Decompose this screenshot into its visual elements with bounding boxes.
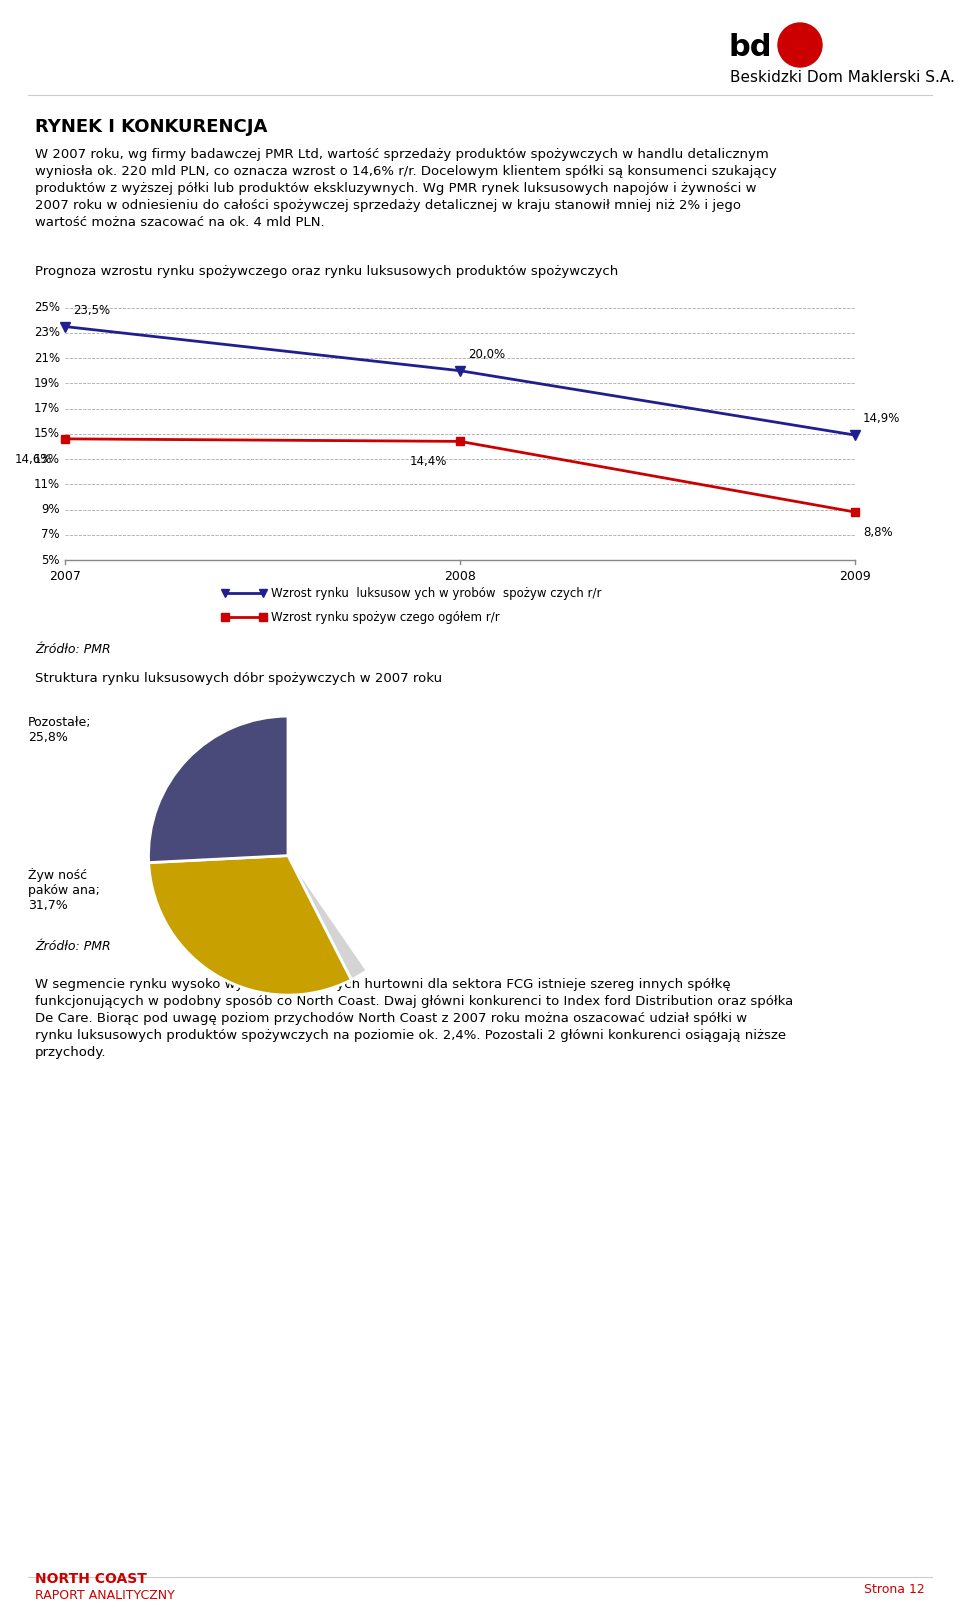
Text: 2008: 2008	[444, 569, 476, 582]
Text: wartość można szacować na ok. 4 mld PLN.: wartość można szacować na ok. 4 mld PLN.	[35, 216, 324, 229]
Text: 11%: 11%	[34, 478, 60, 491]
Text: 21%: 21%	[34, 352, 60, 365]
Text: Beskidzki Dom Maklerski S.A.: Beskidzki Dom Maklerski S.A.	[730, 70, 955, 86]
Text: Żyw ność
paków ana;
31,7%: Żyw ność paków ana; 31,7%	[28, 868, 100, 912]
Text: wyniosła ok. 220 mld PLN, co oznacza wzrost o 14,6% r/r. Docelowym klientem spół: wyniosła ok. 220 mld PLN, co oznacza wzr…	[35, 165, 777, 178]
Text: Pozostałe
napoje;
2,1%: Pozostałe napoje; 2,1%	[290, 848, 349, 892]
Text: 25%: 25%	[34, 302, 60, 315]
Text: NORTH COAST: NORTH COAST	[35, 1572, 147, 1586]
Text: Wzrost rynku spożyw czego ogółem r/r: Wzrost rynku spożyw czego ogółem r/r	[271, 610, 500, 623]
Text: RYNEK I KONKURENCJA: RYNEK I KONKURENCJA	[35, 118, 268, 136]
Text: RAPORT ANALITYCZNY: RAPORT ANALITYCZNY	[35, 1590, 175, 1603]
Text: 14,9%: 14,9%	[863, 412, 900, 425]
Text: m: m	[785, 34, 814, 62]
Text: przychody.: przychody.	[35, 1046, 107, 1059]
Text: 2007: 2007	[49, 569, 81, 582]
Text: rynku luksusowych produktów spożywczych na poziomie ok. 2,4%. Pozostali 2 główni: rynku luksusowych produktów spożywczych …	[35, 1028, 786, 1041]
Text: Wzrost rynku  luksusow ych w yrobów  spożyw czych r/r: Wzrost rynku luksusow ych w yrobów spoży…	[271, 587, 602, 600]
Text: Źródło: PMR: Źródło: PMR	[35, 941, 110, 954]
Text: Alkohole;
40,4%: Alkohole; 40,4%	[335, 782, 393, 809]
Text: 8,8%: 8,8%	[863, 526, 893, 539]
Text: 20,0%: 20,0%	[468, 347, 505, 360]
Text: bd: bd	[729, 34, 772, 63]
Text: Prognoza wzrostu rynku spożywczego oraz rynku luksusowych produktów spożywczych: Prognoza wzrostu rynku spożywczego oraz …	[35, 264, 618, 277]
Text: funkcjonujących w podobny sposób co North Coast. Dwaj główni konkurenci to Index: funkcjonujących w podobny sposób co Nort…	[35, 994, 793, 1007]
Text: 17%: 17%	[34, 402, 60, 415]
Text: W segmencie rynku wysoko wyspecjalizowanych hurtowni dla sektora FCG istnieje sz: W segmencie rynku wysoko wyspecjalizowan…	[35, 978, 731, 991]
Text: W 2007 roku, wg firmy badawczej PMR Ltd, wartość sprzedaży produktów spożywczych: W 2007 roku, wg firmy badawczej PMR Ltd,…	[35, 148, 769, 161]
Text: 13%: 13%	[34, 453, 60, 466]
Text: 19%: 19%	[34, 376, 60, 389]
Text: 15%: 15%	[34, 427, 60, 440]
Text: Struktura rynku luksusowych dóbr spożywczych w 2007 roku: Struktura rynku luksusowych dóbr spożywc…	[35, 672, 443, 684]
Wedge shape	[149, 717, 288, 863]
Text: 7%: 7%	[41, 529, 60, 542]
Wedge shape	[288, 856, 367, 980]
Text: produktów z wyższej półki lub produktów ekskluzywnych. Wg PMR rynek luksusowych : produktów z wyższej półki lub produktów …	[35, 182, 756, 195]
Text: 23%: 23%	[34, 326, 60, 339]
Wedge shape	[149, 856, 351, 996]
Text: 5%: 5%	[41, 553, 60, 566]
Text: 9%: 9%	[41, 503, 60, 516]
Text: Pozostałe;
25,8%: Pozostałe; 25,8%	[28, 715, 91, 744]
Wedge shape	[288, 717, 427, 970]
Text: Strona 12: Strona 12	[864, 1583, 925, 1596]
Text: 2007 roku w odniesieniu do całości spożywczej sprzedaży detalicznej w kraju stan: 2007 roku w odniesieniu do całości spoży…	[35, 200, 741, 212]
Text: 23,5%: 23,5%	[73, 303, 110, 316]
Text: 14,6%: 14,6%	[15, 453, 53, 466]
Text: Źródło: PMR: Źródło: PMR	[35, 642, 110, 655]
Circle shape	[778, 23, 822, 67]
Text: De Care. Biorąc pod uwagę poziom przychodów North Coast z 2007 roku można oszaco: De Care. Biorąc pod uwagę poziom przycho…	[35, 1012, 747, 1025]
Text: 2009: 2009	[839, 569, 871, 582]
Text: 14,4%: 14,4%	[410, 456, 447, 469]
